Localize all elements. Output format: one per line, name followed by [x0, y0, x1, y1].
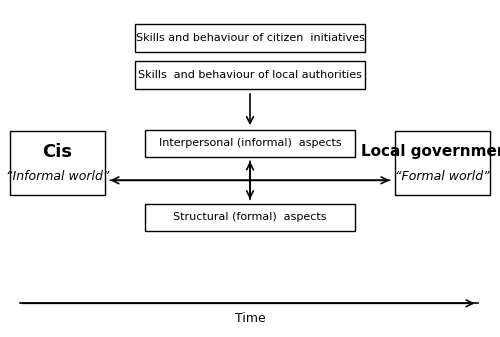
FancyBboxPatch shape [145, 130, 355, 157]
Text: Local governments: Local governments [361, 144, 500, 159]
Text: “Formal world”: “Formal world” [395, 171, 490, 183]
Text: Skills  and behaviour of local authorities: Skills and behaviour of local authoritie… [138, 70, 362, 80]
Text: Interpersonal (informal)  aspects: Interpersonal (informal) aspects [158, 138, 342, 148]
FancyBboxPatch shape [145, 204, 355, 231]
FancyBboxPatch shape [10, 131, 105, 195]
Text: Skills and behaviour of citizen  initiatives: Skills and behaviour of citizen initiati… [136, 33, 364, 43]
Text: “Informal world”: “Informal world” [6, 171, 109, 183]
FancyBboxPatch shape [135, 24, 365, 52]
FancyBboxPatch shape [135, 61, 365, 89]
Text: Time: Time [234, 312, 266, 325]
Text: Structural (formal)  aspects: Structural (formal) aspects [174, 212, 327, 222]
FancyBboxPatch shape [395, 131, 490, 195]
Text: Cis: Cis [42, 143, 72, 161]
